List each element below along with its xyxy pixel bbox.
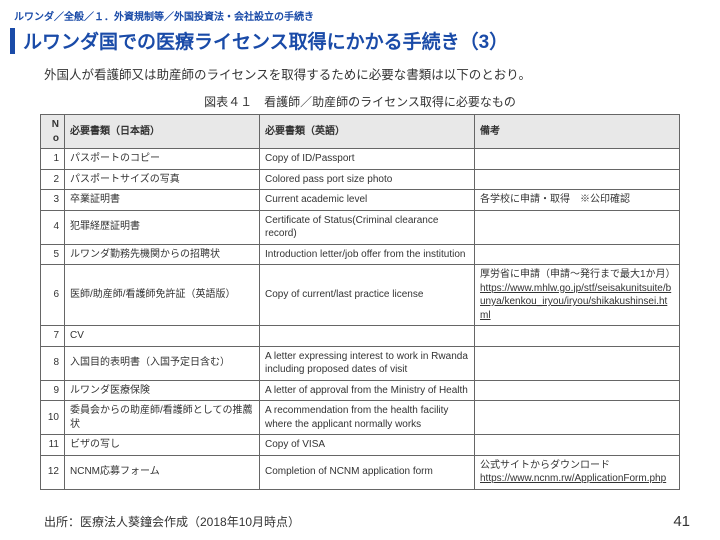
col-jp: 必要書類（日本語）: [65, 115, 260, 149]
table-row: 6医師/助産師/看護師免許証（英語版）Copy of current/last …: [41, 265, 680, 326]
cell-remarks: 各学校に申請・取得 ※公印確認: [475, 190, 680, 211]
footer: 出所：医療法人葵鐘会作成（2018年10月時点） 41: [44, 513, 690, 530]
table-row: 1パスポートのコピーCopy of ID/Passport: [41, 149, 680, 170]
cell-en: Colored pass port size photo: [260, 169, 475, 190]
cell-en: Current academic level: [260, 190, 475, 211]
cell-no: 6: [41, 265, 65, 326]
col-no: No: [41, 115, 65, 149]
cell-jp: ルワンダ医療保険: [65, 380, 260, 401]
table-row: 3卒業証明書Current academic level各学校に申請・取得 ※公…: [41, 190, 680, 211]
cell-no: 11: [41, 435, 65, 456]
cell-en: Completion of NCNM application form: [260, 455, 475, 489]
table-row: 12NCNM応募フォームCompletion of NCNM applicati…: [41, 455, 680, 489]
cell-en: Certificate of Status(Criminal clearance…: [260, 210, 475, 244]
cell-no: 7: [41, 326, 65, 347]
title-accent-bar: [10, 28, 15, 54]
cell-jp: パスポートのコピー: [65, 149, 260, 170]
cell-remarks: [475, 435, 680, 456]
table-row: 9ルワンダ医療保険A letter of approval from the M…: [41, 380, 680, 401]
cell-jp: ビザの写し: [65, 435, 260, 456]
cell-jp: パスポートサイズの写真: [65, 169, 260, 190]
cell-no: 8: [41, 346, 65, 380]
table-row: 4犯罪経歴証明書Certificate of Status(Criminal c…: [41, 210, 680, 244]
cell-en: A recommendation from the health facilit…: [260, 401, 475, 435]
cell-en: Introduction letter/job offer from the i…: [260, 244, 475, 265]
cell-en: Copy of current/last practice license: [260, 265, 475, 326]
cell-jp: 医師/助産師/看護師免許証（英語版）: [65, 265, 260, 326]
table-row: 11ビザの写しCopy of VISA: [41, 435, 680, 456]
table-row: 10委員会からの助産師/看護師としての推薦状A recommendation f…: [41, 401, 680, 435]
cell-no: 9: [41, 380, 65, 401]
cell-remarks: [475, 169, 680, 190]
cell-remarks: [475, 149, 680, 170]
cell-remarks: [475, 210, 680, 244]
cell-remarks: [475, 244, 680, 265]
cell-jp: 卒業証明書: [65, 190, 260, 211]
source-text: 出所：医療法人葵鐘会作成（2018年10月時点）: [44, 513, 300, 530]
cell-jp: 委員会からの助産師/看護師としての推薦状: [65, 401, 260, 435]
cell-no: 1: [41, 149, 65, 170]
col-remarks: 備考: [475, 115, 680, 149]
table-row: 5ルワンダ勤務先機関からの招聘状Introduction letter/job …: [41, 244, 680, 265]
remarks-link[interactable]: https://www.mhlw.go.jp/stf/seisakunitsui…: [480, 283, 671, 321]
cell-no: 4: [41, 210, 65, 244]
cell-no: 2: [41, 169, 65, 190]
table-caption: 図表４１ 看護師／助産師のライセンス取得に必要なもの: [0, 93, 720, 110]
page-title: ルワンダ国での医療ライセンス取得にかかる手続き（3）: [23, 27, 508, 54]
cell-no: 10: [41, 401, 65, 435]
table-row: 8入国目的表明書（入国予定日含む）A letter expressing int…: [41, 346, 680, 380]
cell-no: 3: [41, 190, 65, 211]
remarks-text: 厚労省に申請（申請～発行まで最大1か月）: [480, 268, 674, 282]
breadcrumb: ルワンダ／全般／１．外資規制等／外国投資法・会社設立の手続き: [0, 0, 720, 25]
cell-jp: CV: [65, 326, 260, 347]
cell-jp: 入国目的表明書（入国予定日含む）: [65, 346, 260, 380]
cell-jp: NCNM応募フォーム: [65, 455, 260, 489]
cell-jp: ルワンダ勤務先機関からの招聘状: [65, 244, 260, 265]
remarks-link[interactable]: https://www.ncnm.rw/ApplicationForm.php: [480, 473, 666, 484]
cell-remarks: [475, 380, 680, 401]
table-header-row: No 必要書類（日本語） 必要書類（英語） 備考: [41, 115, 680, 149]
cell-remarks: [475, 346, 680, 380]
lead-text: 外国人が看護師又は助産師のライセンスを取得するために必要な書類は以下のとおり。: [0, 60, 720, 93]
cell-en: Copy of VISA: [260, 435, 475, 456]
title-row: ルワンダ国での医療ライセンス取得にかかる手続き（3）: [0, 25, 720, 60]
table-row: 7CV: [41, 326, 680, 347]
remarks-text: 公式サイトからダウンロード: [480, 459, 674, 473]
cell-no: 5: [41, 244, 65, 265]
requirements-table: No 必要書類（日本語） 必要書類（英語） 備考 1パスポートのコピーCopy …: [40, 114, 680, 490]
cell-en: Copy of ID/Passport: [260, 149, 475, 170]
cell-remarks: 厚労省に申請（申請～発行まで最大1か月）https://www.mhlw.go.…: [475, 265, 680, 326]
table-row: 2パスポートサイズの写真Colored pass port size photo: [41, 169, 680, 190]
cell-remarks: [475, 401, 680, 435]
table-container: No 必要書類（日本語） 必要書類（英語） 備考 1パスポートのコピーCopy …: [0, 114, 720, 490]
cell-remarks: 公式サイトからダウンロードhttps://www.ncnm.rw/Applica…: [475, 455, 680, 489]
cell-en: A letter of approval from the Ministry o…: [260, 380, 475, 401]
col-en: 必要書類（英語）: [260, 115, 475, 149]
cell-no: 12: [41, 455, 65, 489]
cell-jp: 犯罪経歴証明書: [65, 210, 260, 244]
cell-en: A letter expressing interest to work in …: [260, 346, 475, 380]
cell-en: [260, 326, 475, 347]
page-number: 41: [673, 513, 690, 530]
cell-remarks: [475, 326, 680, 347]
